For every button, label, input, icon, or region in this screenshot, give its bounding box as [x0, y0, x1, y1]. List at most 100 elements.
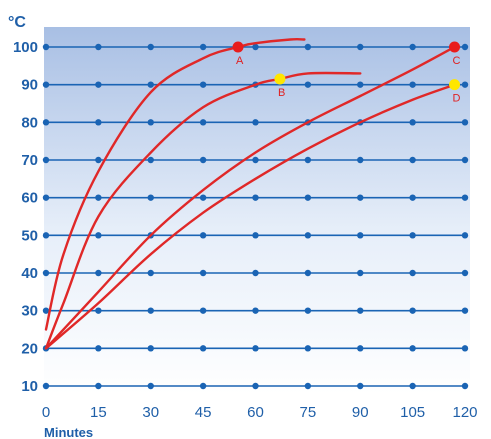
grid-dot [148, 81, 154, 87]
y-tick-label: 20 [21, 340, 38, 357]
grid-dot [148, 307, 154, 313]
point-a [233, 42, 244, 53]
grid-dot [462, 383, 468, 389]
grid-dot [305, 194, 311, 200]
grid-dot [252, 119, 258, 125]
grid-dot [409, 345, 415, 351]
grid-dot [252, 270, 258, 276]
y-tick-label: 80 [21, 114, 38, 131]
grid-dot [409, 270, 415, 276]
grid-dot [43, 232, 49, 238]
grid-dot [462, 270, 468, 276]
grid-dot [43, 44, 49, 50]
y-tick-label: 30 [21, 303, 38, 320]
x-tick-label: 75 [300, 404, 317, 421]
y-tick-label: 10 [21, 378, 38, 395]
grid-dot [252, 194, 258, 200]
grid-dot [305, 44, 311, 50]
grid-dot [148, 194, 154, 200]
grid-dot [200, 194, 206, 200]
grid-dot [357, 81, 363, 87]
x-tick-label: 15 [90, 404, 107, 421]
grid-dot [43, 270, 49, 276]
grid-dot [357, 232, 363, 238]
x-tick-label: 120 [452, 404, 477, 421]
point-d [449, 79, 460, 90]
grid-dot [462, 157, 468, 163]
x-tick-label: 105 [400, 404, 425, 421]
grid-dot [357, 345, 363, 351]
grid-dot [357, 270, 363, 276]
grid-dot [409, 232, 415, 238]
grid-dot [252, 307, 258, 313]
grid-dot [43, 194, 49, 200]
grid-dot [95, 119, 101, 125]
grid-dot [409, 119, 415, 125]
grid-dot [357, 194, 363, 200]
grid-dot [148, 383, 154, 389]
point-label-c: C [453, 55, 461, 67]
point-c [449, 42, 460, 53]
point-b [274, 74, 285, 85]
x-tick-label: 30 [142, 404, 159, 421]
grid-dot [148, 270, 154, 276]
grid-dot [95, 157, 101, 163]
grid-dot [305, 383, 311, 389]
x-axis-ticks: 0 15 30 45 60 75 90 105 120 [42, 404, 478, 421]
grid-dot [357, 307, 363, 313]
grid-dot [148, 119, 154, 125]
grid-dot [148, 44, 154, 50]
x-tick-label: 90 [352, 404, 369, 421]
grid-dot [95, 270, 101, 276]
grid-dot [43, 119, 49, 125]
point-label-d: D [453, 93, 461, 105]
grid-dot [305, 270, 311, 276]
y-tick-label: 60 [21, 190, 38, 207]
x-tick-label: 0 [42, 404, 50, 421]
y-axis-ticks: 102030405060708090100 [13, 39, 38, 395]
y-axis-unit: °C [8, 14, 26, 31]
grid-dot [462, 194, 468, 200]
grid-dot [95, 232, 101, 238]
grid-dot [95, 194, 101, 200]
grid-dot [200, 345, 206, 351]
grid-dot [200, 270, 206, 276]
grid-dot [305, 345, 311, 351]
grid-dot [95, 383, 101, 389]
grid-dot [43, 383, 49, 389]
grid-dot [357, 383, 363, 389]
grid-dot [200, 44, 206, 50]
grid-dot [200, 157, 206, 163]
grid-dot [252, 345, 258, 351]
grid-dot [409, 81, 415, 87]
grid-dot [462, 119, 468, 125]
grid-dot [252, 157, 258, 163]
grid-dot [43, 81, 49, 87]
grid-dot [462, 307, 468, 313]
y-tick-label: 70 [21, 152, 38, 169]
grid-dot [200, 383, 206, 389]
grid-dot [95, 44, 101, 50]
x-axis-label: Minutes [44, 425, 93, 439]
grid-dot [95, 345, 101, 351]
x-tick-label: 45 [195, 404, 212, 421]
grid-dot [409, 157, 415, 163]
grid-dot [252, 232, 258, 238]
grid-dot [409, 383, 415, 389]
grid-dot [462, 81, 468, 87]
grid-dot [200, 81, 206, 87]
grid-dot [305, 232, 311, 238]
grid-dot [200, 232, 206, 238]
grid-dot [148, 345, 154, 351]
grid-dot [148, 157, 154, 163]
grid-dot [462, 44, 468, 50]
grid-dot [357, 44, 363, 50]
y-tick-label: 100 [13, 39, 38, 56]
grid-dot [252, 383, 258, 389]
grid-dot [200, 119, 206, 125]
grid-dot [462, 345, 468, 351]
point-label-b: B [278, 87, 285, 99]
grid-dot [43, 157, 49, 163]
grid-dot [409, 44, 415, 50]
